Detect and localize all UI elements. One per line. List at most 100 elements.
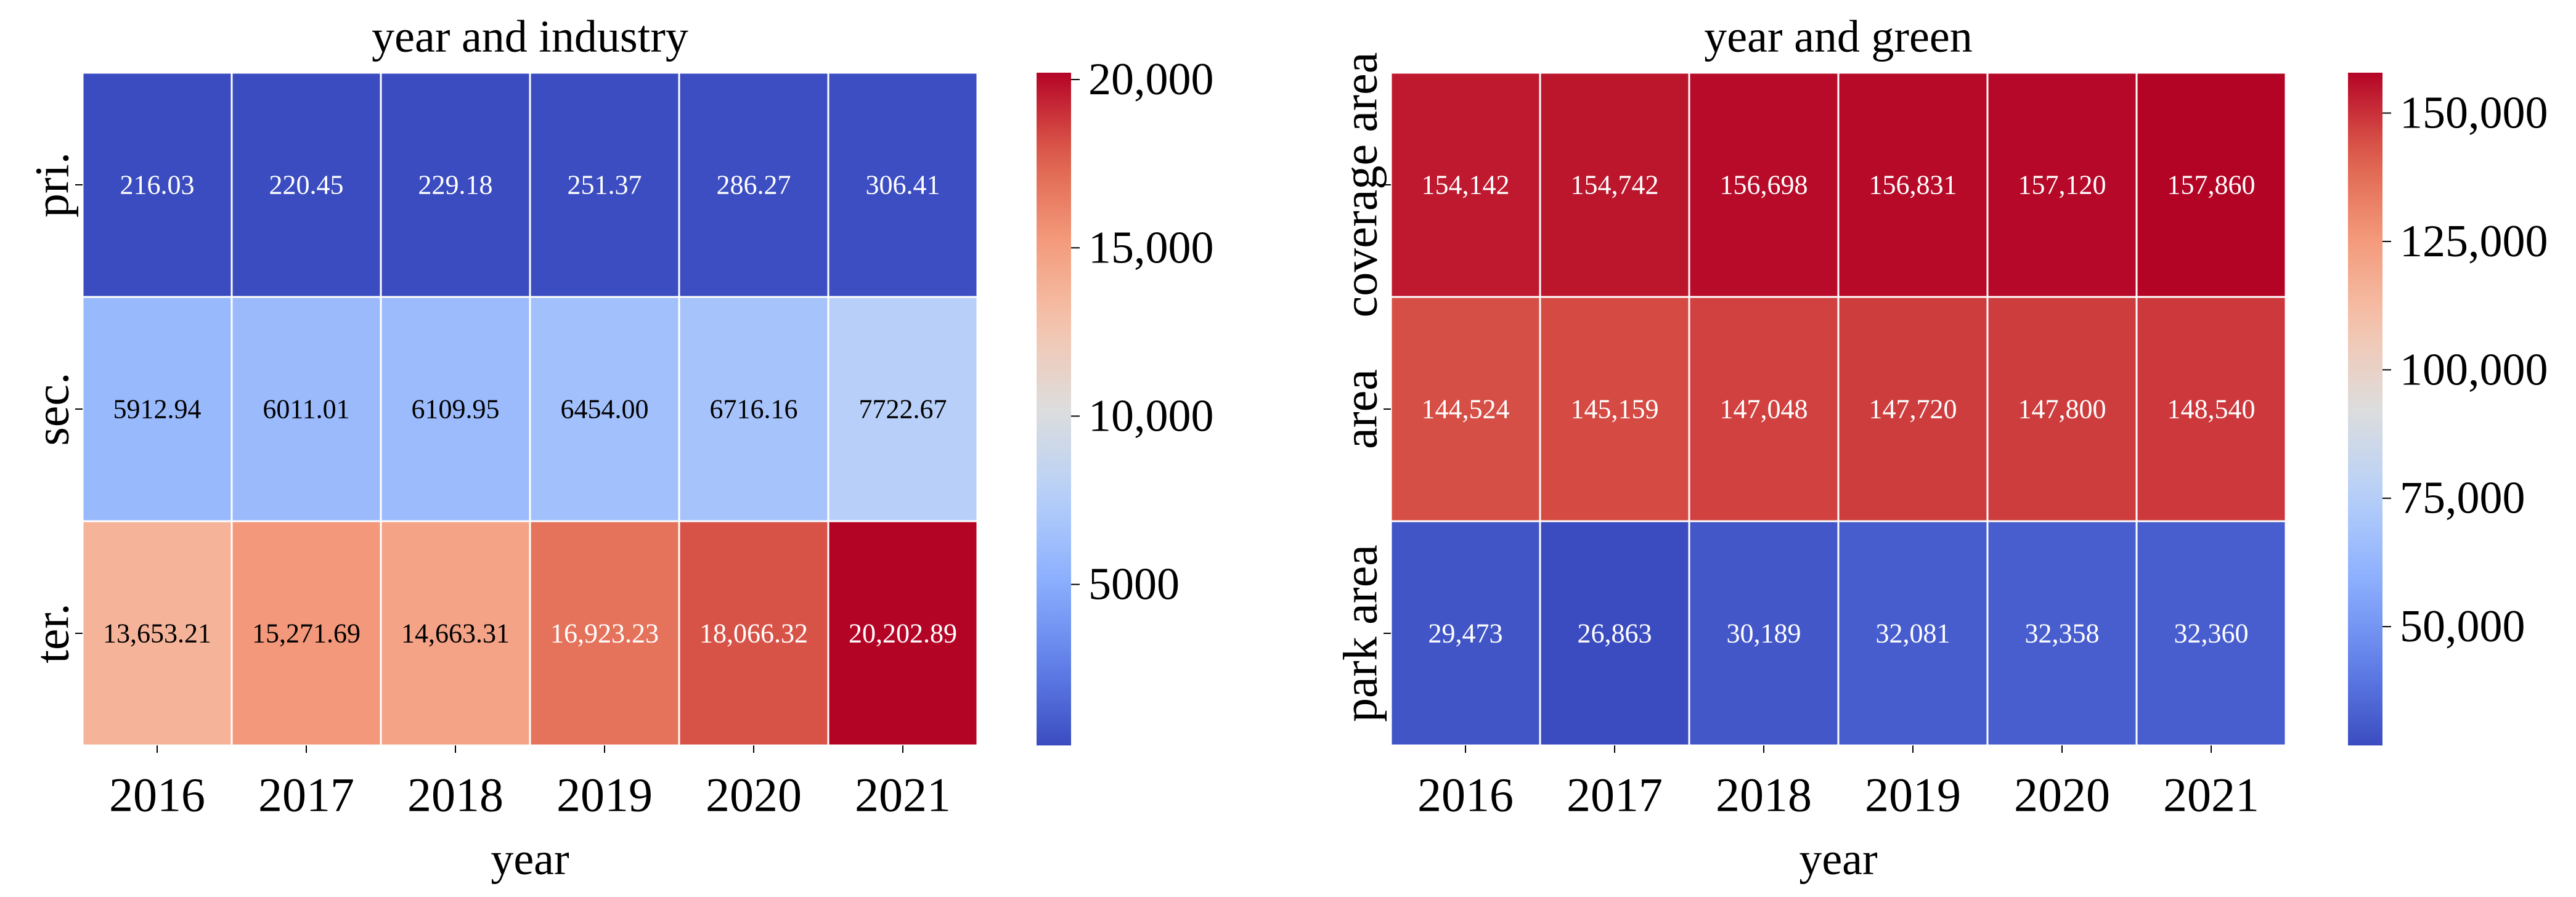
- heatmap-cell: [380, 71, 531, 298]
- x-tick-label: 2020: [2014, 768, 2110, 822]
- heatmap-cell: [827, 71, 979, 298]
- cell-value-label: 29,473: [1429, 619, 1503, 649]
- heatmap-cell: [1837, 296, 1989, 522]
- heatmap-cell: [827, 520, 979, 747]
- cell-value-label: 20,202.89: [849, 619, 957, 649]
- cell-value-label: 147,048: [1720, 394, 1808, 424]
- cell-value-label: 6011.01: [263, 394, 349, 424]
- colorbar-tick-label: 10,000: [1088, 391, 1214, 441]
- cell-value-label: 148,540: [2167, 394, 2256, 424]
- heatmap-cell: [2135, 71, 2287, 298]
- x-tick-label: 2018: [407, 768, 503, 822]
- colorbar-tick-label: 15,000: [1088, 222, 1214, 273]
- heatmap-cell: [2135, 520, 2287, 747]
- cell-value-label: 6716.16: [710, 394, 798, 424]
- heatmap-cell: [678, 71, 829, 298]
- colorbar: [2348, 73, 2382, 745]
- heatmap-cell: [2135, 296, 2287, 522]
- cell-value-label: 154,742: [1571, 170, 1659, 200]
- cell-value-label: 157,120: [2018, 170, 2106, 200]
- x-tick-label: 2019: [1865, 768, 1961, 822]
- cell-value-label: 18,066.32: [699, 619, 808, 649]
- y-tick-label: park area: [1334, 545, 1387, 722]
- cell-value-label: 286.27: [717, 170, 791, 200]
- colorbar-tick-label: 20,000: [1088, 54, 1214, 105]
- heatmap-cell: [380, 520, 531, 747]
- cell-value-label: 26,863: [1578, 619, 1652, 649]
- heatmap-cell: [1390, 71, 1541, 298]
- heatmap-cell: [1688, 520, 1840, 747]
- heatmap-cell: [81, 520, 233, 747]
- colorbar-tick-label: 75,000: [2400, 473, 2525, 524]
- x-tick-label: 2017: [258, 768, 354, 822]
- heatmap-cell: [230, 71, 382, 298]
- colorbar: [1037, 73, 1071, 745]
- cell-value-label: 156,698: [1720, 170, 1808, 200]
- heatmap-cell: [1390, 296, 1541, 522]
- chart-title: year and green: [1704, 12, 1973, 62]
- cell-value-label: 32,358: [2025, 619, 2100, 649]
- cell-value-label: 16,923.23: [550, 619, 659, 649]
- heatmap-cell: [1539, 296, 1690, 522]
- heatmap-cell: [1986, 520, 2138, 747]
- cell-value-label: 216.03: [120, 170, 195, 200]
- cell-value-label: 147,800: [2018, 394, 2106, 424]
- x-tick-label: 2017: [1567, 768, 1663, 822]
- x-tick-label: 2016: [109, 768, 205, 822]
- heatmap-cell: [230, 520, 382, 747]
- cell-value-label: 6454.00: [561, 394, 649, 424]
- y-tick-label: ter.: [25, 603, 79, 663]
- cell-value-label: 32,360: [2174, 619, 2249, 649]
- x-tick-label: 2021: [855, 768, 951, 822]
- cell-value-label: 145,159: [1571, 394, 1659, 424]
- cell-value-label: 147,720: [1869, 394, 1957, 424]
- colorbar-tick-label: 5000: [1088, 559, 1180, 610]
- x-axis-label: year: [491, 834, 569, 885]
- chart-title: year and industry: [372, 12, 688, 62]
- heatmap-cell: [529, 520, 680, 747]
- heatmap-panel-1: year and industry 216.03 220.45 229.18 251.3…: [25, 12, 1214, 885]
- heatmap-cell: [1539, 71, 1690, 298]
- colorbar-tick-label: 100,000: [2400, 344, 2548, 395]
- cell-value-label: 32,081: [1876, 619, 1950, 649]
- cell-value-label: 7722.67: [859, 394, 947, 424]
- x-axis-label: year: [1799, 834, 1877, 885]
- cell-value-label: 229.18: [418, 170, 493, 200]
- colorbar-tick-label: 150,000: [2400, 88, 2548, 139]
- heatmap-cell: [1539, 520, 1690, 747]
- cell-value-label: 15,271.69: [252, 619, 361, 649]
- y-tick-label: pri.: [25, 152, 79, 217]
- y-tick-label: coverage area: [1334, 52, 1387, 318]
- x-tick-label: 2016: [1417, 768, 1514, 822]
- cell-value-label: 144,524: [1422, 394, 1510, 424]
- x-tick-label: 2021: [2163, 768, 2259, 822]
- x-tick-label: 2019: [556, 768, 653, 822]
- heatmap-cell: [529, 296, 680, 522]
- heatmap-cell: [1837, 520, 1989, 747]
- heatmap-panel-2: year and green 154,142 154,742 156,698 156,8…: [1334, 12, 2548, 885]
- heatmap-cell: [827, 296, 979, 522]
- cell-value-label: 5912.94: [113, 394, 202, 424]
- heatmap-cell: [230, 296, 382, 522]
- y-tick-label: sec.: [25, 372, 79, 445]
- cell-value-label: 154,142: [1422, 170, 1510, 200]
- colorbar-tick-label: 50,000: [2400, 601, 2525, 652]
- cell-value-label: 306.41: [866, 170, 940, 200]
- heatmap-cell: [1837, 71, 1989, 298]
- cell-value-label: 251.37: [568, 170, 642, 200]
- heatmap-cell: [529, 71, 680, 298]
- y-tick-label: area: [1334, 369, 1387, 449]
- heatmap-cell: [678, 520, 829, 747]
- heatmap-cell: [81, 71, 233, 298]
- cell-value-label: 6109.95: [412, 394, 500, 424]
- colorbar-tick-label: 125,000: [2400, 216, 2548, 267]
- cell-value-label: 14,663.31: [401, 619, 510, 649]
- cell-value-label: 13,653.21: [103, 619, 211, 649]
- cell-value-label: 30,189: [1727, 619, 1801, 649]
- x-tick-label: 2018: [1716, 768, 1812, 822]
- x-tick-label: 2020: [706, 768, 802, 822]
- cell-value-label: 220.45: [269, 170, 344, 200]
- cell-value-label: 157,860: [2167, 170, 2256, 200]
